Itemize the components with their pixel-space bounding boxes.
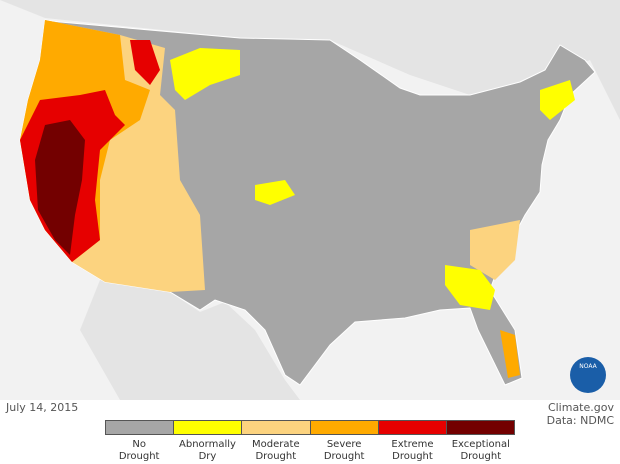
severe-florida: [500, 330, 520, 378]
drought-map: NOAA: [0, 0, 620, 400]
legend-label: Abnormally Dry: [179, 439, 236, 462]
legend-label: Moderate Drought: [252, 439, 300, 462]
extreme-idaho: [130, 40, 160, 85]
mexico: [80, 280, 300, 400]
legend: No Drought Abnormally Dry Moderate Drought…: [105, 420, 515, 463]
legend-labels: No Drought Abnormally Dry Moderate Drought…: [105, 435, 515, 463]
moderate-carolinas: [470, 220, 520, 280]
legend-cell: Moderate Drought: [242, 435, 310, 463]
source: Data: NDMC: [546, 414, 614, 427]
legend-label: Exceptional Drought: [451, 439, 510, 462]
exceptional-area: [35, 120, 85, 255]
legend-label: Extreme Drought: [391, 439, 434, 462]
dry-montana: [170, 48, 240, 100]
credit: Climate.gov: [547, 401, 614, 414]
logo-text: NOAA: [579, 363, 597, 370]
legend-cell: Severe Drought: [310, 435, 378, 463]
legend-cell: Abnormally Dry: [173, 435, 241, 463]
dry-georgia: [445, 265, 495, 310]
legend-swatch: [242, 421, 311, 434]
legend-swatch: [310, 421, 379, 434]
canada: [0, 0, 620, 120]
legend-cell: Extreme Drought: [378, 435, 446, 463]
legend-label: Severe Drought: [323, 439, 365, 462]
legend-cell: Exceptional Drought: [447, 435, 515, 463]
legend-swatch: [446, 421, 515, 434]
dry-colorado: [255, 180, 295, 205]
legend-swatch: [378, 421, 447, 434]
legend-swatch: [174, 421, 243, 434]
date: July 14, 2015: [6, 401, 79, 414]
legend-swatch: [106, 421, 175, 434]
legend-bar: [105, 420, 515, 435]
noaa-logo: [570, 357, 606, 393]
legend-cell: No Drought: [105, 435, 173, 463]
legend-label: No Drought: [118, 439, 160, 462]
dry-new-england: [540, 80, 575, 120]
